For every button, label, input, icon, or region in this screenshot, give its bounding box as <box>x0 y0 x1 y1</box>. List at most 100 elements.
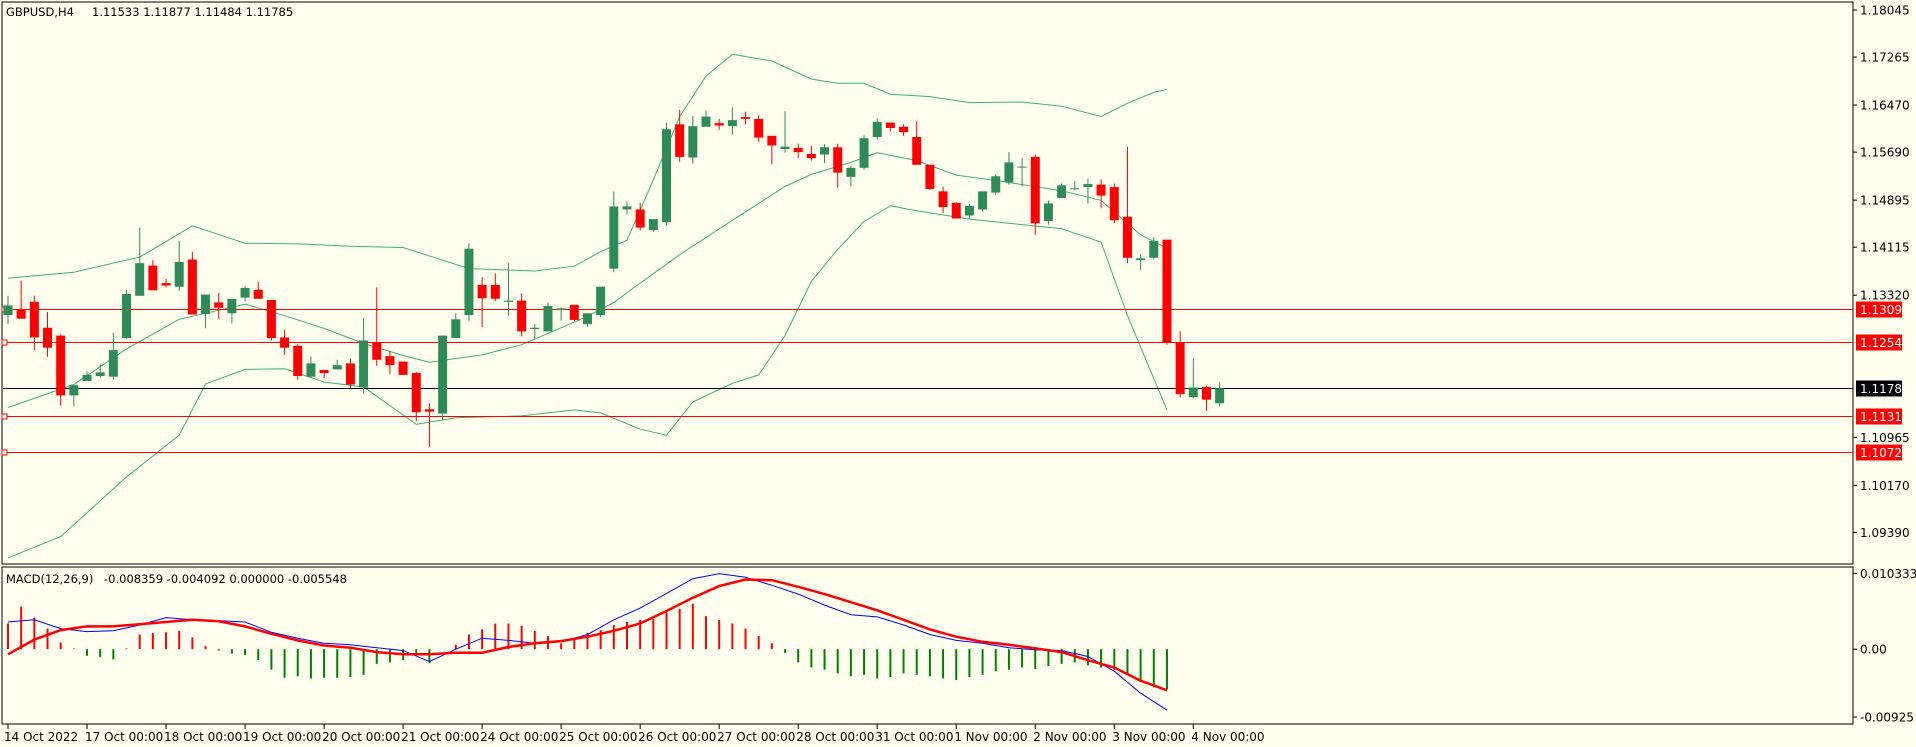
time-axis: 14 Oct 2022 17 Oct 00:00 18 Oct 00:00 19 Oc… <box>4 724 1265 744</box>
candle-body <box>648 219 658 230</box>
candle-body <box>569 304 579 320</box>
signal-line <box>7 578 1168 692</box>
candle-body <box>1070 188 1080 190</box>
macd-axis: 0.010333 0.00 -0.00925 <box>1853 567 1916 725</box>
candle-body <box>3 305 13 316</box>
candle-body <box>517 300 527 332</box>
candle-body <box>253 289 263 299</box>
candle-body <box>951 202 961 219</box>
candle-body <box>820 147 830 155</box>
candle-body <box>1122 216 1132 258</box>
candle-body <box>1096 184 1106 196</box>
candle-body <box>793 147 803 153</box>
macd-indicator <box>7 573 1168 711</box>
candle-body <box>991 176 1001 193</box>
candle-body <box>266 300 276 339</box>
price-tick-label: 1.17265 <box>1860 51 1910 65</box>
candle-body <box>885 122 895 128</box>
candle-body <box>727 120 737 127</box>
band-middle <box>7 152 1168 408</box>
time-tick-label: 1 Nov 00:00 <box>954 730 1027 744</box>
level-tag <box>1856 408 1902 425</box>
candle-body <box>464 248 474 316</box>
time-tick-label: 21 Oct 00:00 <box>401 730 479 744</box>
candle-body <box>1083 184 1093 188</box>
candle-body <box>411 373 421 413</box>
candle-body <box>714 123 724 126</box>
candle-body <box>833 147 843 173</box>
current-price-tag <box>1856 380 1902 397</box>
candle-body <box>1149 240 1159 258</box>
time-tick-label: 20 Oct 00:00 <box>322 730 400 744</box>
candle-body <box>780 146 790 150</box>
time-tick-label: 17 Oct 00:00 <box>85 730 163 744</box>
level-label: 1.13090 <box>1860 303 1910 317</box>
candle-body <box>69 385 79 396</box>
symbol-label: GBPUSD,H4 <box>6 5 74 19</box>
ohlc-values: 1.11533 1.11877 1.11484 1.11785 <box>92 5 293 19</box>
price-tick-label: 1.16470 <box>1860 99 1910 113</box>
candle-body <box>332 365 342 370</box>
candle-body <box>1201 386 1211 400</box>
candle-body <box>1136 258 1146 261</box>
candle-body <box>240 287 250 298</box>
candle-body <box>1109 187 1119 221</box>
candle-body <box>108 350 118 377</box>
candle-body <box>1004 162 1014 183</box>
candle-body <box>662 129 671 223</box>
candle-body <box>938 191 948 208</box>
candle-body <box>345 363 355 385</box>
candle-body <box>806 153 816 159</box>
candle-body <box>43 327 53 348</box>
candle-body <box>438 335 448 414</box>
level-label: 1.12540 <box>1860 336 1910 350</box>
candle-body <box>161 283 171 286</box>
price-tick-label: 1.10170 <box>1860 479 1910 493</box>
candle-body <box>56 335 66 396</box>
candle-body <box>767 135 777 146</box>
candle-body <box>385 356 395 366</box>
price-tick-label: 1.10965 <box>1860 431 1910 445</box>
level-anchor <box>1 339 8 346</box>
candle-body <box>372 342 382 360</box>
candle-body <box>675 124 685 157</box>
level-label: 1.11316 <box>1860 410 1910 424</box>
candle-body <box>609 206 619 269</box>
candle-body <box>688 126 698 158</box>
candle-body <box>964 205 974 216</box>
time-tick-label: 27 Oct 00:00 <box>717 730 795 744</box>
candle-body <box>398 361 408 375</box>
level-tag <box>1856 334 1902 351</box>
candle-body <box>201 294 211 314</box>
candle-body <box>227 298 237 314</box>
candle-body <box>293 345 303 377</box>
candle-body <box>1017 166 1027 168</box>
time-tick-label: 18 Oct 00:00 <box>164 730 242 744</box>
price-tick-label: 1.15690 <box>1860 146 1910 160</box>
macd-values: -0.008359 -0.004092 0.000000 -0.005548 <box>104 572 347 586</box>
level-anchor <box>1 413 8 420</box>
level-anchor <box>1 449 8 456</box>
macd-label: MACD(12,26,9) <box>6 572 93 586</box>
candle-body <box>214 302 224 308</box>
time-tick-label: 14 Oct 2022 <box>4 730 78 744</box>
candle-body <box>556 308 566 310</box>
candle-body <box>1162 239 1172 343</box>
candle-body <box>16 309 26 319</box>
candle-body <box>1030 156 1040 224</box>
time-tick-label: 26 Oct 00:00 <box>638 730 716 744</box>
candle-body <box>582 313 592 325</box>
candle-body <box>187 259 197 315</box>
candle-body <box>1057 185 1067 198</box>
candle-body <box>872 121 882 138</box>
candle-body <box>622 206 632 210</box>
candle-body <box>543 306 553 332</box>
candle-body <box>122 293 132 339</box>
current-price-label: 1.11785 <box>1860 382 1910 396</box>
time-tick-label: 19 Oct 00:00 <box>243 730 321 744</box>
candle-body <box>859 138 869 168</box>
candle-body <box>82 374 92 381</box>
candle-body <box>359 340 369 388</box>
